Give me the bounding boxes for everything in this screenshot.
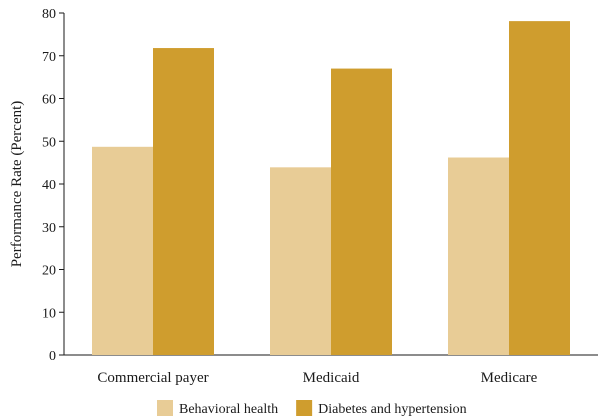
y-tick-label: 40 xyxy=(42,178,56,193)
y-tick-label: 60 xyxy=(42,93,56,108)
legend-swatch-0 xyxy=(157,400,173,416)
y-tick-label: 70 xyxy=(42,50,56,65)
y-tick-label: 0 xyxy=(49,349,56,364)
legend-label: Diabetes and hypertension xyxy=(318,402,467,417)
legend: Behavioral health Diabetes and hypertensi… xyxy=(157,400,467,417)
bar-0-2 xyxy=(448,157,509,355)
x-category-label: Commercial payer xyxy=(97,370,208,386)
y-tick-label: 10 xyxy=(42,306,56,321)
bar-0-1 xyxy=(270,167,331,355)
y-axis: 0 10 20 30 40 50 60 70 80 xyxy=(42,7,65,364)
legend-swatch-1 xyxy=(296,400,313,416)
y-tick-label: 20 xyxy=(42,264,56,279)
y-tick-label: 30 xyxy=(42,221,56,236)
bar-1-1 xyxy=(331,68,392,355)
legend-label: Behavioral health xyxy=(179,402,278,417)
bar-1-2 xyxy=(509,21,570,356)
x-axis: Commercial payer Medicaid Medicare xyxy=(64,354,598,386)
x-category-label: Medicaid xyxy=(303,370,360,386)
y-tick-label: 80 xyxy=(42,7,56,22)
x-category-label: Medicare xyxy=(481,370,538,386)
y-axis-title: Performance Rate (Percent) xyxy=(9,101,25,268)
bars xyxy=(92,21,570,356)
bar-1-0 xyxy=(153,48,214,356)
y-tick-label: 50 xyxy=(42,135,56,150)
bar-0-0 xyxy=(92,146,153,355)
